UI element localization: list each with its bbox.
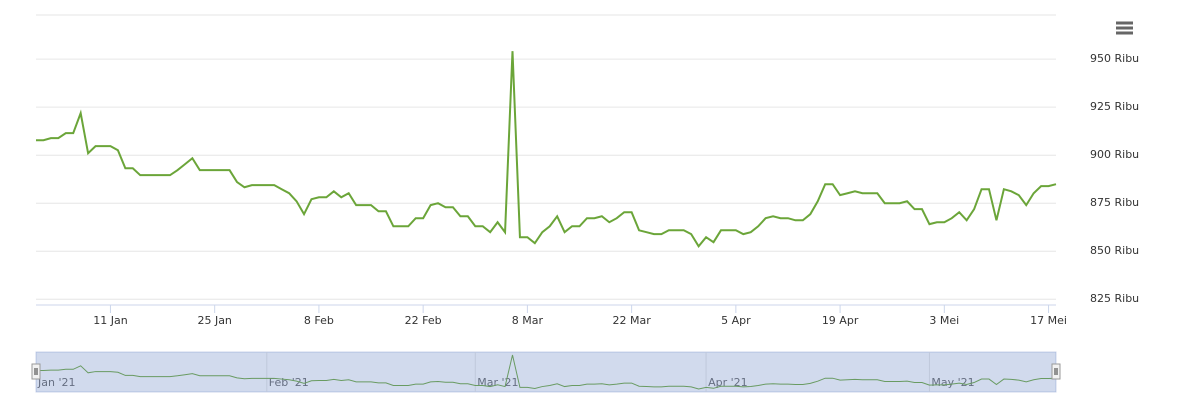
y-tick-label: 850 Ribu — [1090, 244, 1139, 257]
x-tick-label: 3 Mei — [929, 314, 959, 327]
x-tick-label: 8 Mar — [512, 314, 544, 327]
y-tick-label: 925 Ribu — [1090, 100, 1139, 113]
navigator-line — [36, 354, 1057, 390]
x-tick-label: 5 Apr — [721, 314, 751, 327]
navigator-handle[interactable] — [31, 363, 41, 380]
y-tick-label: 875 Ribu — [1090, 196, 1139, 209]
navigator-label: Apr '21 — [708, 376, 748, 389]
navigator-handle[interactable] — [1051, 363, 1061, 380]
x-tick-label: 19 Apr — [822, 314, 859, 327]
navigator-label: Jan '21 — [37, 376, 75, 389]
navigator-mask — [36, 352, 1056, 392]
x-tick-label: 22 Feb — [405, 314, 442, 327]
series-line — [36, 51, 1057, 248]
navigator-label: May '21 — [931, 376, 974, 389]
navigator-outline — [35, 351, 1057, 393]
y-tick-label: 950 Ribu — [1090, 52, 1139, 65]
x-tick-label: 22 Mar — [612, 314, 651, 327]
x-tick-label: 8 Feb — [304, 314, 334, 327]
x-tick-label: 25 Jan — [197, 314, 231, 327]
x-tick-label: 11 Jan — [93, 314, 127, 327]
y-tick-label: 825 Ribu — [1090, 292, 1139, 305]
x-tick-label: 17 Mei — [1030, 314, 1067, 327]
y-tick-label: 900 Ribu — [1090, 148, 1139, 161]
menu-button[interactable] — [1116, 21, 1133, 35]
